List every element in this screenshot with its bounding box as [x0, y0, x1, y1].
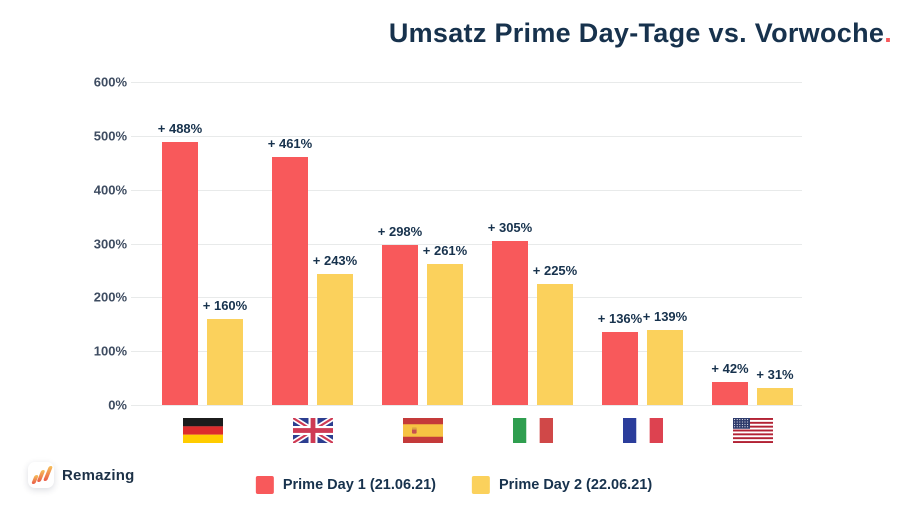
y-axis-tick-300: 300%: [93, 236, 127, 251]
value-label-prime-day-1-united-kingdom: + 461%: [267, 135, 313, 151]
legend-swatch-prime-day-1: [255, 476, 274, 494]
bar-prime-day-1-germany: [162, 142, 198, 405]
gridline-200: [131, 297, 802, 299]
bar-prime-day-2-france: [647, 330, 683, 405]
remazing-logo-text: Remazing: [62, 466, 135, 484]
remazing-logo-icon: [28, 462, 54, 488]
legend-label-prime-day-1: Prime Day 1 (21.06.21): [282, 477, 436, 493]
spain-flag: [402, 418, 443, 443]
legend-item-prime-day-1: Prime Day 1 (21.06.21): [255, 476, 436, 494]
gridline-100: [131, 351, 802, 353]
bar-prime-day-1-spain: [382, 244, 418, 405]
y-axis-tick-0: 0%: [108, 397, 127, 413]
value-label-prime-day-2-spain: + 261%: [422, 243, 468, 259]
gridline-400: [131, 189, 802, 191]
bar-prime-day-1-italy: [492, 240, 528, 405]
value-label-prime-day-2-usa: + 31%: [756, 367, 794, 383]
france-flag: [622, 418, 663, 443]
gridline-0: [131, 405, 802, 406]
chart-legend: Prime Day 1 (21.06.21) Prime Day 2 (22.0…: [255, 476, 652, 494]
bar-prime-day-1-usa: [712, 382, 748, 405]
value-label-prime-day-2-germany: + 160%: [202, 297, 248, 313]
gridline-600: [131, 82, 802, 83]
legend-item-prime-day-2: Prime Day 2 (22.06.21): [472, 476, 652, 494]
y-axis-tick-600: 600%: [93, 74, 127, 90]
value-label-prime-day-1-usa: + 42%: [711, 361, 749, 377]
value-label-prime-day-1-germany: + 488%: [157, 121, 203, 137]
y-axis-tick-100: 100%: [93, 343, 127, 359]
bar-prime-day-2-italy: [537, 283, 573, 405]
legend-label-prime-day-2: Prime Day 2 (22.06.21): [499, 477, 653, 493]
bar-prime-day-1-united-kingdom: [272, 156, 308, 405]
germany-flag: [182, 418, 223, 443]
value-label-prime-day-2-italy: + 225%: [532, 262, 578, 278]
bar-prime-day-2-united-kingdom: [317, 274, 353, 405]
bar-prime-day-2-spain: [427, 264, 463, 405]
y-axis-tick-200: 200%: [93, 289, 127, 305]
usa-flag: [732, 418, 773, 443]
y-axis-tick-500: 500%: [93, 128, 127, 144]
legend-swatch-prime-day-2: [472, 476, 490, 494]
uk-flag: [291, 415, 334, 446]
chart-title-period: .: [884, 18, 892, 48]
gridline-500: [131, 135, 802, 137]
bar-prime-day-2-usa: [757, 388, 793, 405]
bar-prime-day-1-france: [602, 331, 638, 405]
bar-prime-day-2-germany: [207, 318, 243, 405]
italy-flag: [512, 418, 553, 443]
value-label-prime-day-1-spain: + 298%: [377, 223, 423, 239]
y-axis-tick-400: 400%: [93, 182, 127, 198]
value-label-prime-day-1-france: + 136%: [597, 310, 643, 326]
gridline-300: [131, 243, 802, 245]
value-label-prime-day-2-france: + 139%: [642, 309, 688, 325]
remazing-logo: Remazing: [28, 462, 134, 488]
value-label-prime-day-2-united-kingdom: + 243%: [312, 253, 358, 269]
chart-title: Umsatz Prime Day-Tage vs. Vorwoche.: [389, 18, 892, 49]
value-label-prime-day-1-italy: + 305%: [487, 219, 533, 235]
chart-title-text: Umsatz Prime Day-Tage vs. Vorwoche: [388, 18, 885, 48]
